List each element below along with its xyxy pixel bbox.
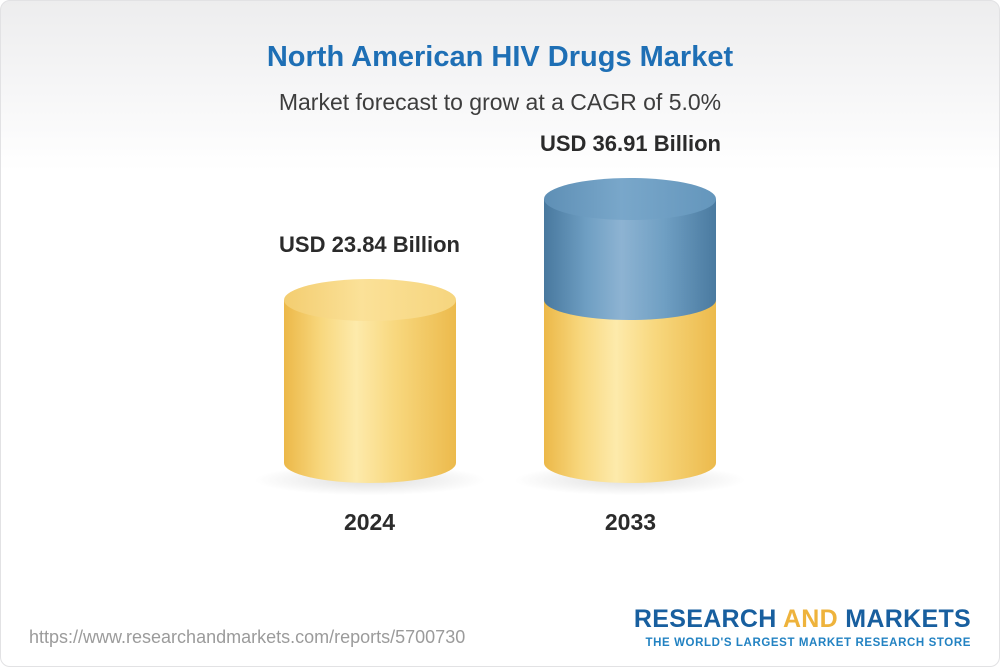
bar-group-2033: USD 36.91 Billion 2033 (510, 131, 751, 536)
bar-2033-base-segment (544, 299, 717, 484)
logo-word-and: AND (782, 604, 839, 633)
logo-wordmark: RESEARCH AND MARKETS (633, 604, 971, 634)
report-url: https://www.researchandmarkets.com/repor… (29, 627, 466, 647)
logo-word-research: RESEARCH (633, 604, 777, 633)
year-label-2024: 2024 (343, 509, 396, 536)
value-label-2033: USD 36.91 Billion (540, 131, 721, 157)
bar-chart: USD 23.84 Billion 2024 USD 36.91 Billion… (1, 118, 999, 536)
bar-2033-cylinder (510, 178, 751, 497)
bar-group-2024: USD 23.84 Billion 2024 (249, 231, 490, 537)
footer: https://www.researchandmarkets.com/repor… (1, 604, 999, 666)
bar-2024-segment (283, 278, 456, 484)
bar-2033-growth-segment (544, 178, 717, 320)
chart-header: North American HIV Drugs Market Market f… (1, 1, 999, 116)
year-label-2033: 2033 (604, 509, 657, 536)
bar-2024-cylinder (249, 278, 490, 497)
chart-subtitle: Market forecast to grow at a CAGR of 5.0… (278, 89, 722, 116)
bar-2033-top-cap (544, 178, 717, 221)
logo-tagline: THE WORLD'S LARGEST MARKET RESEARCH STOR… (645, 637, 971, 650)
logo-word-markets: MARKETS (845, 604, 971, 633)
research-and-markets-logo: RESEARCH AND MARKETS THE WORLD'S LARGEST… (633, 604, 971, 650)
bar-2024-top-cap (283, 278, 456, 321)
value-label-2024: USD 23.84 Billion (279, 231, 460, 257)
chart-title: North American HIV Drugs Market (266, 41, 734, 73)
